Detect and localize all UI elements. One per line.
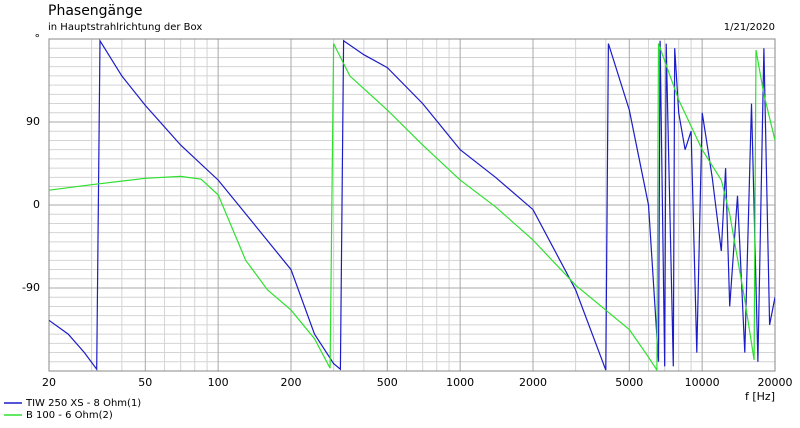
x-tick-label: 500 (377, 376, 398, 389)
chart-title: Phasengänge (48, 3, 143, 19)
series-line (49, 39, 775, 371)
x-tick-label: 2000 (519, 376, 547, 389)
x-axis-label: f [Hz] (745, 390, 775, 403)
y-tick-label: 0 (33, 198, 40, 211)
x-tick-label: 50 (138, 376, 152, 389)
x-tick-label: 20 (42, 376, 56, 389)
x-tick-label: 5000 (615, 376, 643, 389)
y-tick-label: ° (35, 32, 41, 45)
x-tick-label: 20000 (758, 376, 793, 389)
plot-frame (48, 38, 776, 372)
y-tick-label: -90 (22, 281, 40, 294)
x-tick-label: 100 (208, 376, 229, 389)
date: 1/21/2020 (724, 22, 775, 33)
chart-subtitle: in Hauptstrahlrichtung der Box (48, 22, 202, 33)
x-tick-label: 1000 (446, 376, 474, 389)
series-line (49, 43, 775, 371)
x-tick-label: 10000 (685, 376, 720, 389)
x-tick-label: 200 (281, 376, 302, 389)
legend-label: TIW 250 XS - 8 Ohm(1) (25, 398, 141, 409)
y-tick-label: 90 (26, 115, 40, 128)
legend-label: B 100 - 6 Ohm(2) (26, 410, 113, 421)
